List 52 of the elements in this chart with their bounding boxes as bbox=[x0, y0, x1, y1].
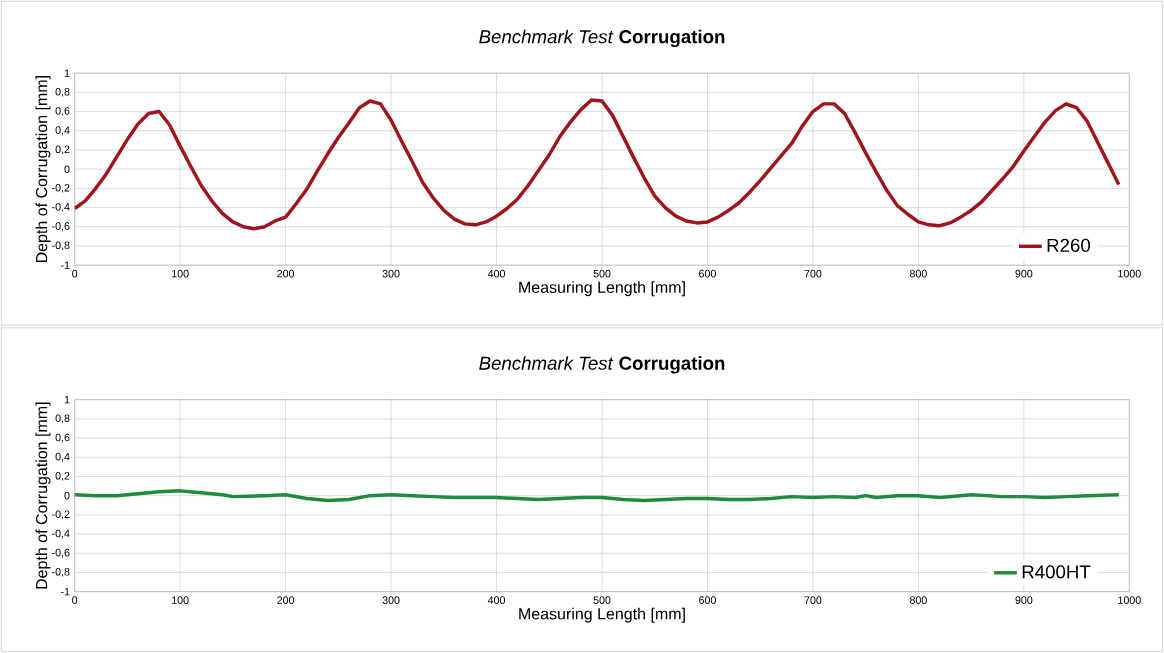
y-tick-label: -0,6 bbox=[52, 548, 70, 558]
y-tick-label: -0,2 bbox=[52, 183, 70, 193]
legend-label: R260 bbox=[1047, 238, 1091, 252]
x-tick-label: 900 bbox=[1015, 269, 1033, 278]
x-tick-label: 900 bbox=[1015, 596, 1033, 604]
x-tick-label: 200 bbox=[277, 596, 295, 604]
x-tick-label: 500 bbox=[593, 269, 611, 278]
x-tick-label: 800 bbox=[909, 596, 927, 604]
x-tick-label: 1000 bbox=[1118, 269, 1141, 278]
y-tick-label: -0,4 bbox=[52, 203, 70, 212]
legend-label: R400HT bbox=[1022, 565, 1091, 579]
y-tick-label: 0,8 bbox=[55, 414, 70, 424]
y-tick-label: 0,2 bbox=[55, 472, 70, 481]
x-tick-label: 700 bbox=[804, 596, 822, 604]
y-tick-label: -1 bbox=[60, 587, 70, 596]
y-tick-label: -1 bbox=[60, 261, 70, 269]
y-tick-label: 1 bbox=[64, 69, 70, 77]
x-tick-label: 0 bbox=[72, 596, 78, 604]
x-tick-label: 200 bbox=[277, 269, 295, 278]
x-tick-label: 500 bbox=[593, 596, 611, 604]
x-tick-label: 600 bbox=[699, 269, 716, 278]
y-tick-label: -0,8 bbox=[52, 568, 70, 577]
y-tick-label: 0,6 bbox=[55, 433, 70, 443]
x-tick-label: 1000 bbox=[1118, 596, 1141, 604]
x-tick-label: 600 bbox=[699, 596, 716, 604]
y-tick-label: 0,4 bbox=[55, 452, 70, 462]
y-axis-title: Depth of Corrugation [mm] bbox=[35, 402, 51, 589]
y-tick-label: -0,2 bbox=[52, 510, 70, 520]
x-tick-label: 100 bbox=[172, 269, 189, 278]
y-tick-label: -0,6 bbox=[52, 222, 70, 232]
chart-title: Benchmark Test Corrugation bbox=[479, 356, 725, 374]
x-tick-label: 300 bbox=[382, 596, 400, 604]
y-tick-label: 1 bbox=[64, 395, 70, 404]
x-tick-label: 0 bbox=[72, 269, 78, 278]
chart-title: Benchmark Test Corrugation bbox=[479, 29, 725, 48]
x-tick-label: 300 bbox=[382, 269, 400, 278]
y-tick-label: 0,4 bbox=[55, 126, 70, 136]
y-axis-title: Depth of Corrugation [mm] bbox=[35, 76, 51, 263]
x-tick-label: 400 bbox=[487, 269, 506, 278]
x-axis-title: Measuring Length [mm] bbox=[519, 281, 685, 297]
y-tick-label: 0,6 bbox=[55, 107, 70, 116]
x-axis-title: Measuring Length [mm] bbox=[519, 607, 685, 623]
y-tick-label: 0,8 bbox=[55, 87, 70, 97]
y-tick-label: -0,4 bbox=[52, 529, 70, 539]
y-tick-label: -0,8 bbox=[52, 241, 70, 251]
x-tick-label: 800 bbox=[909, 269, 927, 278]
x-tick-label: 100 bbox=[172, 596, 189, 604]
y-tick-label: 0 bbox=[64, 491, 70, 500]
x-tick-label: 400 bbox=[487, 596, 506, 604]
y-tick-label: 0,2 bbox=[55, 145, 70, 155]
x-tick-label: 700 bbox=[804, 269, 822, 278]
y-tick-label: 0 bbox=[64, 165, 70, 173]
